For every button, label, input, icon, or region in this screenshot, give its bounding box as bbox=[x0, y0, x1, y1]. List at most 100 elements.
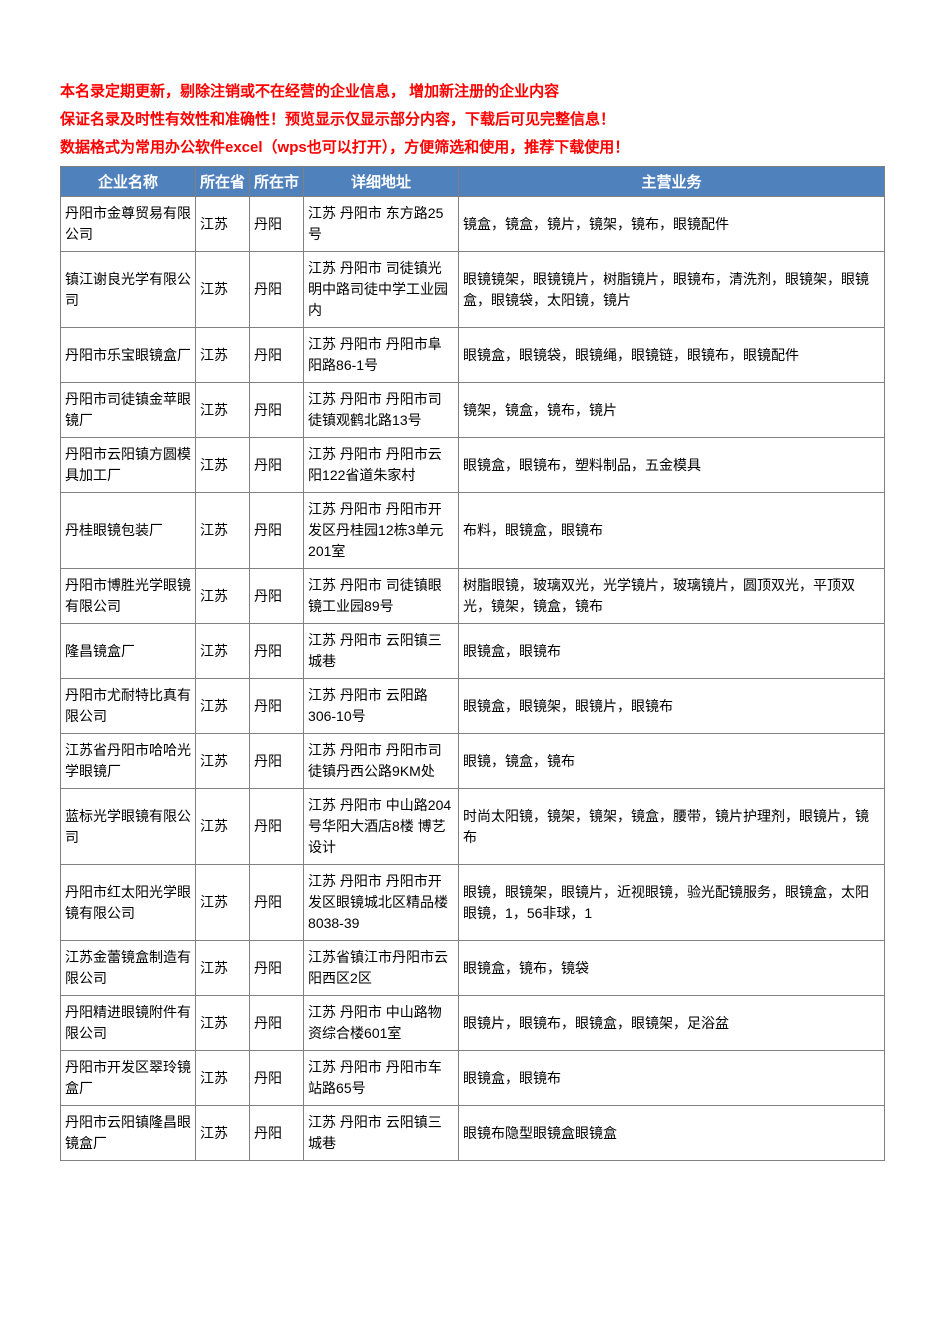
cell-address: 江苏 丹阳市 丹阳市司徒镇观鹤北路13号 bbox=[304, 383, 459, 438]
cell-business: 树脂眼镜，玻璃双光，光学镜片，玻璃镜片，圆顶双光，平顶双光，镜架，镜盒，镜布 bbox=[459, 569, 885, 624]
table-row: 丹阳市红太阳光学眼镜有限公司江苏丹阳江苏 丹阳市 丹阳市开发区眼镜城北区精品楼8… bbox=[61, 865, 885, 941]
table-row: 丹阳市云阳镇隆昌眼镜盒厂江苏丹阳江苏 丹阳市 云阳镇三城巷眼镜布隐型眼镜盒眼镜盒 bbox=[61, 1106, 885, 1161]
cell-address: 江苏 丹阳市 丹阳市云阳122省道朱家村 bbox=[304, 438, 459, 493]
cell-business: 眼镜，眼镜架，眼镜片，近视眼镜，验光配镜服务，眼镜盒，太阳眼镜，1，56非球，1 bbox=[459, 865, 885, 941]
cell-business: 镜盒，镜盒，镜片，镜架，镜布，眼镜配件 bbox=[459, 197, 885, 252]
cell-address: 江苏 丹阳市 丹阳市开发区眼镜城北区精品楼8038-39 bbox=[304, 865, 459, 941]
col-header-province: 所在省 bbox=[196, 167, 250, 197]
cell-company-name: 丹阳市云阳镇方圆模具加工厂 bbox=[61, 438, 196, 493]
cell-province: 江苏 bbox=[196, 569, 250, 624]
table-row: 丹阳市云阳镇方圆模具加工厂江苏丹阳江苏 丹阳市 丹阳市云阳122省道朱家村眼镜盒… bbox=[61, 438, 885, 493]
cell-company-name: 镇江谢良光学有限公司 bbox=[61, 252, 196, 328]
cell-business: 眼镜盒，眼镜袋，眼镜绳，眼镜链，眼镜布，眼镜配件 bbox=[459, 328, 885, 383]
cell-business: 镜架，镜盒，镜布，镜片 bbox=[459, 383, 885, 438]
cell-company-name: 丹阳市乐宝眼镜盒厂 bbox=[61, 328, 196, 383]
cell-address: 江苏 丹阳市 中山路物资综合楼601室 bbox=[304, 996, 459, 1051]
notice-block: 本名录定期更新，剔除注销或不在经营的企业信息， 增加新注册的企业内容 保证名录及… bbox=[60, 80, 885, 160]
cell-province: 江苏 bbox=[196, 865, 250, 941]
cell-city: 丹阳 bbox=[250, 493, 304, 569]
table-row: 丹阳市尤耐特比真有限公司江苏丹阳江苏 丹阳市 云阳路306-10号眼镜盒，眼镜架… bbox=[61, 679, 885, 734]
cell-business: 眼镜盒，眼镜布 bbox=[459, 1051, 885, 1106]
cell-business: 眼镜布隐型眼镜盒眼镜盒 bbox=[459, 1106, 885, 1161]
cell-business: 眼镜镜架，眼镜镜片，树脂镜片，眼镜布，清洗剂，眼镜架，眼镜盒，眼镜袋，太阳镜，镜… bbox=[459, 252, 885, 328]
cell-company-name: 丹阳市云阳镇隆昌眼镜盒厂 bbox=[61, 1106, 196, 1161]
cell-city: 丹阳 bbox=[250, 569, 304, 624]
table-row: 镇江谢良光学有限公司江苏丹阳江苏 丹阳市 司徒镇光明中路司徒中学工业园内眼镜镜架… bbox=[61, 252, 885, 328]
cell-address: 江苏 丹阳市 云阳镇三城巷 bbox=[304, 1106, 459, 1161]
notice-line-1: 本名录定期更新，剔除注销或不在经营的企业信息， 增加新注册的企业内容 bbox=[60, 80, 885, 104]
cell-city: 丹阳 bbox=[250, 383, 304, 438]
cell-province: 江苏 bbox=[196, 197, 250, 252]
table-row: 丹阳市司徒镇金苹眼镜厂江苏丹阳江苏 丹阳市 丹阳市司徒镇观鹤北路13号镜架，镜盒… bbox=[61, 383, 885, 438]
cell-company-name: 丹阳市尤耐特比真有限公司 bbox=[61, 679, 196, 734]
cell-company-name: 丹阳市红太阳光学眼镜有限公司 bbox=[61, 865, 196, 941]
cell-company-name: 江苏省丹阳市哈哈光学眼镜厂 bbox=[61, 734, 196, 789]
table-header-row: 企业名称 所在省 所在市 详细地址 主营业务 bbox=[61, 167, 885, 197]
table-row: 江苏金蕾镜盒制造有限公司江苏丹阳江苏省镇江市丹阳市云阳西区2区眼镜盒，镜布，镜袋 bbox=[61, 941, 885, 996]
cell-company-name: 蓝标光学眼镜有限公司 bbox=[61, 789, 196, 865]
cell-province: 江苏 bbox=[196, 1106, 250, 1161]
cell-company-name: 丹阳市博胜光学眼镜有限公司 bbox=[61, 569, 196, 624]
cell-business: 时尚太阳镜，镜架，镜架，镜盒，腰带，镜片护理剂，眼镜片，镜布 bbox=[459, 789, 885, 865]
cell-province: 江苏 bbox=[196, 624, 250, 679]
cell-address: 江苏 丹阳市 司徒镇光明中路司徒中学工业园内 bbox=[304, 252, 459, 328]
cell-province: 江苏 bbox=[196, 679, 250, 734]
table-row: 丹桂眼镜包装厂江苏丹阳江苏 丹阳市 丹阳市开发区丹桂园12栋3单元201室布料，… bbox=[61, 493, 885, 569]
table-row: 丹阳市博胜光学眼镜有限公司江苏丹阳江苏 丹阳市 司徒镇眼镜工业园89号树脂眼镜，… bbox=[61, 569, 885, 624]
cell-company-name: 丹阳市金尊贸易有限公司 bbox=[61, 197, 196, 252]
cell-province: 江苏 bbox=[196, 941, 250, 996]
cell-business: 眼镜盒，眼镜布，塑料制品，五金模具 bbox=[459, 438, 885, 493]
cell-address: 江苏 丹阳市 丹阳市开发区丹桂园12栋3单元201室 bbox=[304, 493, 459, 569]
cell-province: 江苏 bbox=[196, 789, 250, 865]
cell-business: 眼镜盒，镜布，镜袋 bbox=[459, 941, 885, 996]
cell-city: 丹阳 bbox=[250, 789, 304, 865]
table-row: 蓝标光学眼镜有限公司江苏丹阳江苏 丹阳市 中山路204号华阳大酒店8楼 博艺设计… bbox=[61, 789, 885, 865]
cell-city: 丹阳 bbox=[250, 679, 304, 734]
cell-business: 眼镜盒，眼镜布 bbox=[459, 624, 885, 679]
cell-city: 丹阳 bbox=[250, 328, 304, 383]
cell-address: 江苏 丹阳市 丹阳市司徒镇丹西公路9KM处 bbox=[304, 734, 459, 789]
cell-address: 江苏 丹阳市 司徒镇眼镜工业园89号 bbox=[304, 569, 459, 624]
cell-company-name: 隆昌镜盒厂 bbox=[61, 624, 196, 679]
cell-address: 江苏 丹阳市 东方路25号 bbox=[304, 197, 459, 252]
cell-province: 江苏 bbox=[196, 1051, 250, 1106]
table-row: 丹阳市开发区翠玲镜盒厂江苏丹阳江苏 丹阳市 丹阳市车站路65号眼镜盒，眼镜布 bbox=[61, 1051, 885, 1106]
cell-city: 丹阳 bbox=[250, 865, 304, 941]
cell-business: 眼镜，镜盒，镜布 bbox=[459, 734, 885, 789]
cell-city: 丹阳 bbox=[250, 996, 304, 1051]
cell-city: 丹阳 bbox=[250, 252, 304, 328]
table-row: 丹阳市乐宝眼镜盒厂江苏丹阳江苏 丹阳市 丹阳市阜阳路86-1号眼镜盒，眼镜袋，眼… bbox=[61, 328, 885, 383]
notice-line-3: 数据格式为常用办公软件excel（wps也可以打开），方便筛选和使用，推荐下载使… bbox=[60, 136, 885, 160]
cell-address: 江苏 丹阳市 丹阳市阜阳路86-1号 bbox=[304, 328, 459, 383]
company-table: 企业名称 所在省 所在市 详细地址 主营业务 丹阳市金尊贸易有限公司江苏丹阳江苏… bbox=[60, 166, 885, 1161]
cell-city: 丹阳 bbox=[250, 1106, 304, 1161]
cell-province: 江苏 bbox=[196, 996, 250, 1051]
cell-city: 丹阳 bbox=[250, 1051, 304, 1106]
cell-business: 眼镜片，眼镜布，眼镜盒，眼镜架，足浴盆 bbox=[459, 996, 885, 1051]
table-row: 丹阳精进眼镜附件有限公司江苏丹阳江苏 丹阳市 中山路物资综合楼601室眼镜片，眼… bbox=[61, 996, 885, 1051]
cell-province: 江苏 bbox=[196, 493, 250, 569]
cell-province: 江苏 bbox=[196, 438, 250, 493]
col-header-city: 所在市 bbox=[250, 167, 304, 197]
cell-company-name: 丹桂眼镜包装厂 bbox=[61, 493, 196, 569]
cell-business: 布料，眼镜盒，眼镜布 bbox=[459, 493, 885, 569]
cell-address: 江苏 丹阳市 丹阳市车站路65号 bbox=[304, 1051, 459, 1106]
table-row: 丹阳市金尊贸易有限公司江苏丹阳江苏 丹阳市 东方路25号镜盒，镜盒，镜片，镜架，… bbox=[61, 197, 885, 252]
cell-province: 江苏 bbox=[196, 328, 250, 383]
col-header-address: 详细地址 bbox=[304, 167, 459, 197]
cell-province: 江苏 bbox=[196, 734, 250, 789]
col-header-business: 主营业务 bbox=[459, 167, 885, 197]
cell-address: 江苏 丹阳市 云阳镇三城巷 bbox=[304, 624, 459, 679]
cell-province: 江苏 bbox=[196, 252, 250, 328]
cell-city: 丹阳 bbox=[250, 941, 304, 996]
cell-company-name: 丹阳市司徒镇金苹眼镜厂 bbox=[61, 383, 196, 438]
cell-company-name: 江苏金蕾镜盒制造有限公司 bbox=[61, 941, 196, 996]
cell-city: 丹阳 bbox=[250, 624, 304, 679]
cell-address: 江苏 丹阳市 云阳路306-10号 bbox=[304, 679, 459, 734]
col-header-name: 企业名称 bbox=[61, 167, 196, 197]
cell-address: 江苏 丹阳市 中山路204号华阳大酒店8楼 博艺设计 bbox=[304, 789, 459, 865]
cell-company-name: 丹阳市开发区翠玲镜盒厂 bbox=[61, 1051, 196, 1106]
table-row: 江苏省丹阳市哈哈光学眼镜厂江苏丹阳江苏 丹阳市 丹阳市司徒镇丹西公路9KM处眼镜… bbox=[61, 734, 885, 789]
cell-province: 江苏 bbox=[196, 383, 250, 438]
cell-business: 眼镜盒，眼镜架，眼镜片，眼镜布 bbox=[459, 679, 885, 734]
